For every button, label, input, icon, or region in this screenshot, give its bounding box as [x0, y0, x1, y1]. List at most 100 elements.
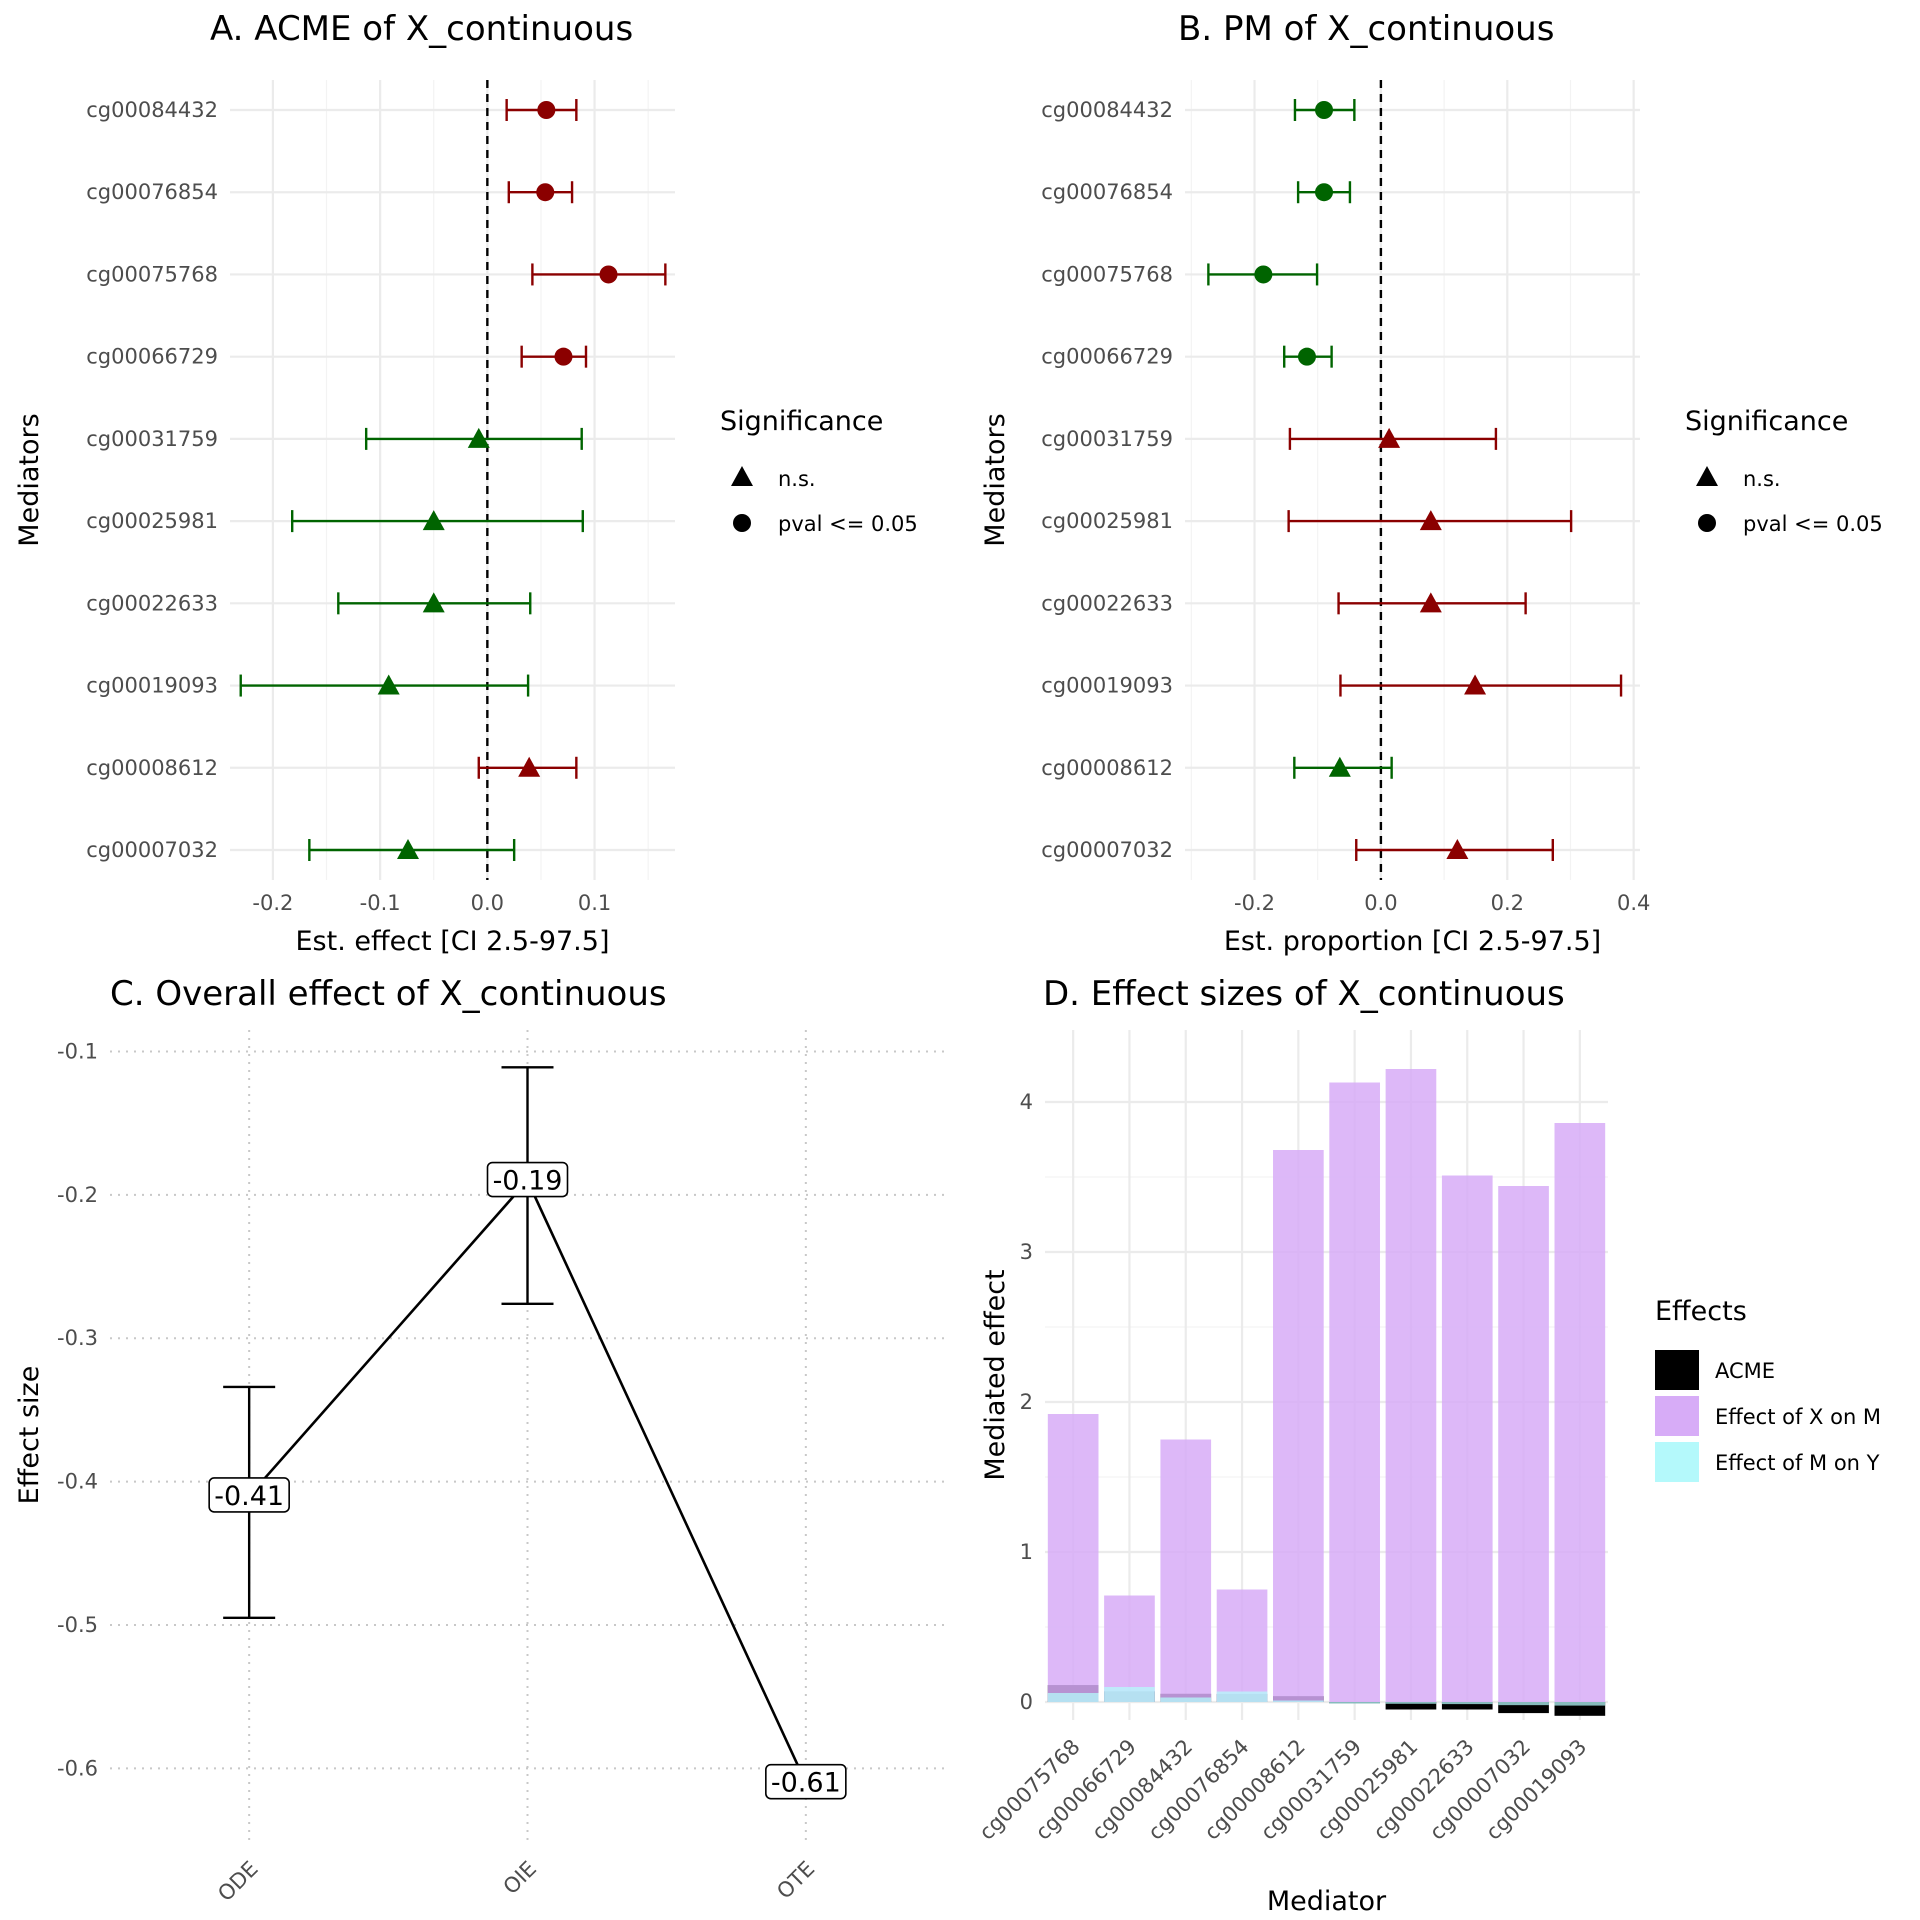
estimate-point-triangle: [1419, 592, 1442, 613]
legend-entry-label: n.s.: [778, 467, 816, 491]
y-tick-label: -0.2: [57, 1183, 98, 1207]
y-tick-label: 0: [1020, 1690, 1033, 1714]
y-tick-label: cg00031759: [1041, 427, 1173, 451]
estimate-point-triangle: [1378, 427, 1401, 448]
estimate-point-circle: [1315, 101, 1334, 119]
y-tick-label: cg00022633: [86, 591, 218, 615]
legend-entry-label: Effect of X on M: [1715, 1405, 1881, 1429]
bar-effect-m-on-y: [1498, 1702, 1549, 1706]
y-axis-label: Mediated effect: [980, 1269, 1011, 1480]
effects-legend: Effects ACME Effect of X on M Effect of M o…: [1655, 1296, 1881, 1482]
bar-effect-m-on-y: [1047, 1693, 1099, 1702]
x-axis-label: Est. effect [CI 2.5-97.5]: [296, 926, 610, 957]
x-tick-label: 0.1: [578, 891, 611, 915]
bar-effect-x-on-m: [1498, 1186, 1549, 1702]
bar-acme: [1441, 1702, 1493, 1710]
bar-effect-m-on-y: [1385, 1702, 1437, 1704]
y-tick-label: -0.1: [57, 1040, 98, 1064]
x-tick-label: cg00019093: [1481, 1735, 1591, 1845]
value-label: -0.61: [765, 1763, 847, 1800]
x-tick-label: 0.2: [1491, 891, 1524, 915]
panel-c-overall-effect-chart: -0.1 -0.2 -0.3 -0.4 -0.5 -0.6 ODE OIE OTE -0.41 -0…: [14, 974, 945, 1906]
x-tick-label: -0.2: [1234, 891, 1275, 915]
estimate-point-triangle: [518, 756, 541, 777]
bar-effect-x-on-m: [1385, 1069, 1437, 1702]
estimate-point-triangle: [422, 510, 445, 531]
estimate-point-triangle: [467, 427, 490, 448]
panel-a-acme-forest-plot: -0.2 -0.1 0.0 0.1 cg00084432 cg00076854 cg0007…: [14, 9, 918, 957]
estimate-point-triangle: [1419, 510, 1442, 531]
legend-entry-label: n.s.: [1743, 467, 1781, 491]
x-axis-label: Est. proportion [CI 2.5-97.5]: [1224, 926, 1601, 957]
x-tick-label: OTE: [772, 1857, 819, 1904]
estimate-point-circle: [599, 265, 618, 284]
value-label: -0.41: [208, 1477, 290, 1513]
y-tick-label: cg00007032: [1041, 838, 1173, 862]
y-tick-label: cg00025981: [1041, 509, 1173, 533]
y-tick-label: -0.4: [57, 1470, 98, 1494]
bar-effect-x-on-m: [1441, 1175, 1493, 1702]
y-axis-label: Mediators: [980, 413, 1011, 546]
bar-effect-x-on-m: [1160, 1439, 1212, 1702]
x-tick-label: 0.4: [1617, 891, 1650, 915]
estimate-point-circle: [1254, 265, 1273, 284]
legend-title: Significance: [1685, 406, 1848, 437]
legend-key-circle: [733, 514, 751, 532]
estimate-point-triangle: [1446, 839, 1469, 859]
panel-title: B. PM of X_continuous: [1178, 9, 1554, 49]
y-tick-label: cg00031759: [86, 427, 218, 451]
bar-effect-m-on-y: [1441, 1702, 1493, 1705]
y-tick-label: -0.6: [57, 1756, 98, 1780]
panel-d-effect-sizes-bar-chart: 01234cg00075768cg00066729cg00084432cg000…: [975, 974, 1882, 1917]
bar-effect-x-on-m: [1216, 1589, 1268, 1702]
y-tick-label: 3: [1020, 1240, 1033, 1264]
estimate-point-triangle: [422, 592, 445, 613]
bar-effect-m-on-y: [1216, 1691, 1268, 1702]
legend-entry-label: ACME: [1715, 1359, 1775, 1383]
legend-entry-label: pval <= 0.05: [1743, 512, 1883, 536]
y-tick-label: cg00084432: [86, 98, 218, 122]
y-tick-label: cg00008612: [86, 756, 218, 780]
y-tick-label: 4: [1020, 1090, 1033, 1114]
estimate-point-circle: [1297, 347, 1316, 366]
y-tick-label: cg00066729: [86, 345, 218, 369]
bar-effect-m-on-y: [1104, 1687, 1155, 1702]
legend-key-circle: [1698, 514, 1716, 532]
legend-key-swatch: [1655, 1350, 1699, 1390]
significance-legend: Significance n.s. pval <= 0.05: [1685, 406, 1883, 536]
estimate-point-triangle: [1328, 756, 1351, 777]
legend-key-triangle: [731, 466, 753, 486]
panel-title: C. Overall effect of X_continuous: [110, 974, 667, 1014]
y-tick-label: 1: [1020, 1540, 1033, 1564]
x-tick-label: 0.0: [471, 891, 504, 915]
y-axis-label: Mediators: [14, 413, 45, 546]
estimate-point-circle: [536, 183, 555, 202]
x-axis-label: Mediator: [1267, 1886, 1387, 1917]
bar-effect-m-on-y: [1554, 1702, 1606, 1706]
legend-key-swatch: [1655, 1396, 1699, 1436]
bar-effect-m-on-y: [1329, 1702, 1380, 1704]
value-label-box: [486, 1161, 569, 1198]
y-tick-label: cg00007032: [86, 838, 218, 862]
y-tick-label: cg00008612: [1041, 756, 1173, 780]
x-tick-label: ODE: [213, 1857, 262, 1906]
value-label-text: -0.41: [214, 1481, 284, 1512]
value-label: -0.19: [486, 1161, 569, 1198]
value-label-text: -0.19: [493, 1166, 563, 1197]
panel-b-pm-forest-plot: -0.2 0.0 0.2 0.4 cg00084432 cg00076854 cg00075…: [980, 9, 1883, 957]
estimate-point-triangle: [377, 674, 400, 695]
significance-legend: Significance n.s. pval <= 0.05: [720, 406, 918, 536]
y-tick-label: cg00076854: [86, 180, 218, 204]
legend-entry-label: Effect of M on Y: [1715, 1451, 1880, 1475]
x-tick-label: -0.2: [252, 891, 293, 915]
value-label-box: [208, 1477, 290, 1513]
estimate-point-circle: [537, 101, 556, 119]
estimate-point-circle: [554, 347, 573, 366]
bar-effect-m-on-y: [1160, 1697, 1212, 1702]
bar-effect-m-on-y: [1273, 1700, 1324, 1702]
estimate-point-triangle: [1464, 674, 1487, 695]
y-tick-label: cg00084432: [1041, 98, 1173, 122]
value-label-text: -0.61: [771, 1768, 841, 1799]
value-label-box: [765, 1763, 847, 1800]
ci-errorbar: [531, 263, 667, 286]
